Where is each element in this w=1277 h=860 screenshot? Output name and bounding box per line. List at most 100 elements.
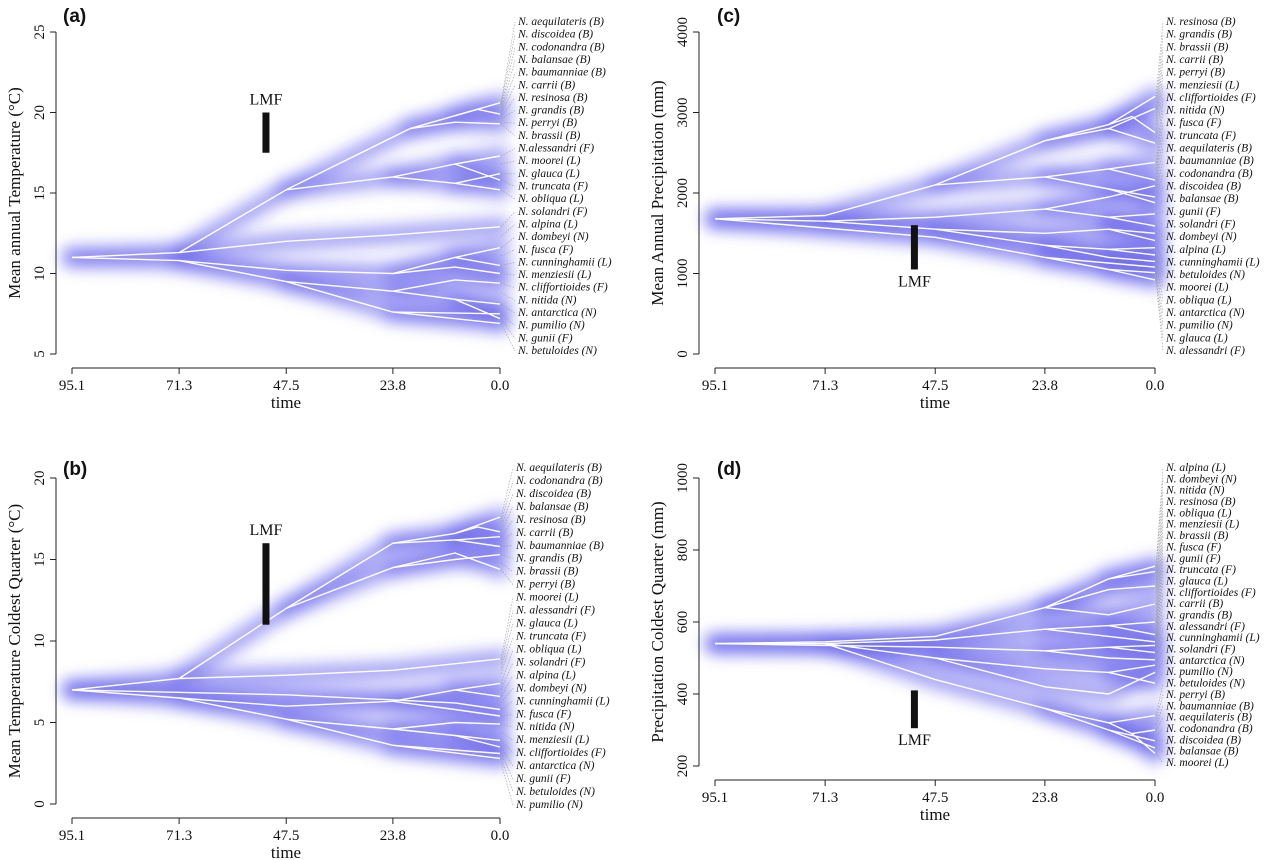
- phylogeny-branches: [71, 102, 501, 325]
- x-tick-label: 23.8: [380, 378, 406, 394]
- tip-leader-line: [500, 21, 516, 103]
- x-tick-label: 0.0: [1146, 378, 1165, 394]
- branch-line: [1044, 256, 1156, 268]
- branch-line: [715, 621, 1156, 645]
- tip-label: N. nitida (N): [1165, 485, 1225, 497]
- tip-leader-line: [1155, 747, 1164, 752]
- tip-label: N. truncata (F): [517, 181, 588, 193]
- tip-label: N. betuloides (N): [1165, 678, 1245, 690]
- phylogeny-branches: [714, 95, 1156, 281]
- tip-label: N. truncata (F): [1165, 564, 1236, 576]
- tip-label: N.alessandri (F): [517, 143, 594, 155]
- tip-label: N. gunii (F): [517, 332, 573, 344]
- branch-line: [1108, 729, 1156, 749]
- tip-label: N. codonandra (B): [517, 41, 605, 53]
- tip-label: N. cliffortioides (F): [517, 282, 608, 294]
- tip-leader-line: [500, 148, 516, 157]
- branch-line: [71, 155, 501, 259]
- tip-label: N. glauca (L): [1165, 575, 1228, 587]
- tip-label: N. moorei (L): [515, 592, 579, 604]
- x-tick-label: 71.3: [812, 790, 838, 806]
- tip-leader-line: [500, 688, 514, 704]
- tip-label: N. solandri (F): [1165, 644, 1235, 656]
- tip-leader-line: [1155, 706, 1164, 725]
- tip-label: N. menziesii (L): [1165, 79, 1239, 91]
- tip-leader-line: [1155, 536, 1164, 623]
- tip-label: N. perryi (B): [517, 117, 577, 129]
- tip-label: N. nitida (N): [1165, 105, 1225, 117]
- y-tick-label: 800: [675, 539, 691, 562]
- branch-line: [1108, 107, 1156, 130]
- tip-label: N. alpina (L): [1165, 244, 1226, 256]
- branch-line: [454, 298, 501, 320]
- tip-label: N. aequilateris (B): [1165, 712, 1252, 724]
- branch-line: [825, 220, 1156, 234]
- tip-leader-line: [500, 249, 516, 257]
- tip-leader-line: [500, 273, 516, 276]
- tip-leader-line: [500, 723, 514, 728]
- tip-leader-line: [500, 467, 514, 518]
- panel-d: 200 400 600 800 1000 Precipitation Coldest Qu…: [648, 459, 1260, 824]
- tip-leader-line: [1155, 198, 1164, 209]
- y-tick-label: 10: [32, 634, 48, 649]
- tip-label: N. discoidea (B): [1165, 734, 1241, 746]
- tip-label: N. dombeyi (N): [1165, 231, 1237, 243]
- y-tick-label: 15: [32, 552, 48, 567]
- tip-leader-line: [1155, 110, 1164, 169]
- tip-label: N. carrii (B): [517, 79, 575, 91]
- branch-line: [1044, 603, 1156, 616]
- branch-line: [714, 565, 1156, 645]
- tip-label: N. grandis (B): [1165, 610, 1232, 622]
- tip-label: N. perryi (B): [515, 579, 575, 591]
- panel-label: (c): [717, 6, 740, 27]
- tip-label: N. brassii (B): [1165, 41, 1228, 53]
- uncertainty-core: [66, 511, 506, 765]
- x-tick-label: 0.0: [491, 828, 510, 844]
- tip-label: N. dombeyi (N): [515, 682, 587, 694]
- tip-leader-line: [500, 732, 514, 741]
- branch-line: [1044, 628, 1156, 643]
- y-axis-title: Mean annual Temperature (°C): [5, 87, 24, 299]
- y-tick-label: 15: [32, 186, 48, 201]
- tip-leader-line: [500, 597, 514, 659]
- x-tick-label: 71.3: [812, 378, 838, 394]
- tip-label: N. nitida (N): [517, 294, 577, 306]
- y-axis: 0 5 10 15 20 Mean Temperature Coldest Quarter…: [5, 471, 57, 808]
- x-tick-label: 47.5: [273, 828, 299, 844]
- tip-leader-line: [1155, 479, 1164, 572]
- branch-line: [1108, 248, 1156, 256]
- tip-label: N. solandri (F): [515, 656, 585, 668]
- tip-label: N. codonandra (B): [1165, 723, 1253, 735]
- tip-label: N. gunii (F): [515, 773, 571, 785]
- y-tick-label: 3000: [675, 98, 691, 128]
- branch-line: [1044, 585, 1156, 609]
- tip-leader-line: [500, 179, 516, 187]
- panel-label: (a): [63, 6, 86, 27]
- tip-leader-line: [1155, 513, 1164, 605]
- tip-leader-line: [1155, 467, 1164, 567]
- branch-line: [454, 108, 501, 117]
- tip-leader-line: [1155, 615, 1164, 653]
- branch-line: [392, 553, 501, 569]
- tip-leader-line: [1155, 225, 1164, 238]
- tip-leader-line: [1155, 717, 1164, 731]
- lmf-label: LMF: [250, 522, 283, 539]
- tip-labels: N. alpina (L)N. dombeyi (N)N. nitida (N)…: [1155, 462, 1260, 769]
- tip-label: N. glauca (L): [515, 618, 578, 630]
- tip-leader-line: [1155, 47, 1164, 117]
- tip-label: N. balansae (B): [515, 501, 589, 513]
- tip-leader-line: [500, 636, 514, 674]
- branch-line: [285, 516, 501, 609]
- tip-label: N. betuloides (N): [515, 786, 595, 798]
- tip-leader-line: [1155, 753, 1164, 764]
- y-tick-label: 600: [675, 611, 691, 634]
- branch-line: [392, 744, 501, 755]
- y-tick-label: 2000: [675, 178, 691, 208]
- tip-label: N. antarctica (N): [517, 307, 597, 319]
- tip-leader-line: [500, 97, 516, 118]
- x-tick-label: 95.1: [702, 790, 728, 806]
- tip-label: N. pumilio (N): [1165, 320, 1233, 332]
- tip-label: N. cunninghamii (L): [515, 695, 610, 707]
- tip-label: N. grandis (B): [1165, 29, 1232, 41]
- tip-label: N. resinosa (B): [517, 92, 588, 104]
